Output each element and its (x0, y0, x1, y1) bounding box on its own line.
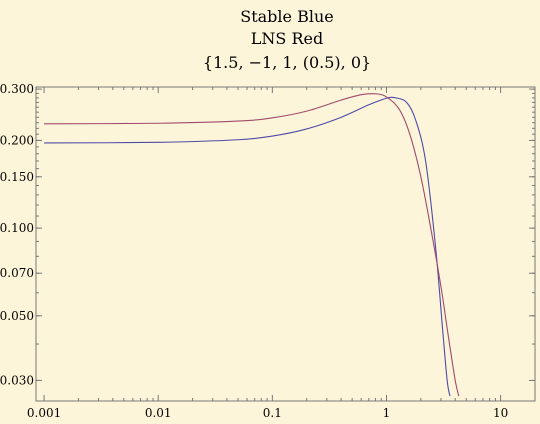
title-line-2: LNS Red (251, 29, 323, 48)
y-tick-label: 0.030 (0, 373, 34, 387)
x-tick-label: 0.01 (145, 406, 172, 420)
x-tick-label: 1 (383, 406, 391, 420)
plot-frame (35, 86, 536, 402)
y-tick-label: 0.150 (0, 170, 34, 184)
series-line-2 (44, 93, 460, 397)
axis-ticks (36, 87, 536, 401)
title-line-1: Stable Blue (240, 7, 334, 26)
series-line-1 (44, 96, 451, 397)
chart-title: Stable Blue LNS Red {1.5, −1, 1, (0.5), 0} (203, 7, 371, 72)
plot-frame-rect (35, 86, 536, 402)
x-tick-label: 0.001 (27, 406, 61, 420)
y-tick-label: 0.200 (0, 133, 34, 147)
x-tick-label: 10 (493, 406, 508, 420)
y-tick-label: 0.300 (0, 82, 34, 96)
tick-labels: 0.001 0.01 0.1 1 10 0.300 0.200 0.150 0.100 0.070… (0, 82, 508, 420)
title-line-3: {1.5, −1, 1, (0.5), 0} (203, 53, 371, 72)
x-tick-label: 0.1 (263, 406, 282, 420)
y-tick-label: 0.100 (0, 221, 34, 235)
series-lines (44, 93, 460, 397)
y-tick-label: 0.050 (0, 309, 34, 323)
y-tick-label: 0.070 (0, 266, 34, 280)
